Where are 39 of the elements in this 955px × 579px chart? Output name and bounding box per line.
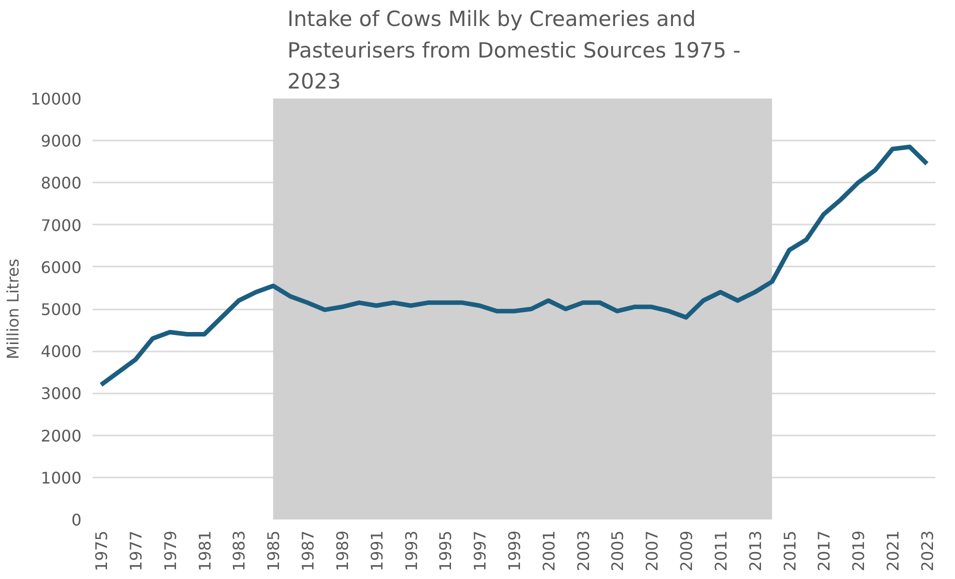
x-tick-label: 2009 bbox=[677, 530, 696, 572]
x-tick-label: 2015 bbox=[780, 530, 800, 572]
x-tick-label: 1995 bbox=[436, 530, 456, 572]
x-tick-label: 2019 bbox=[849, 530, 868, 572]
y-tick-label: 4000 bbox=[40, 342, 82, 362]
x-tick-label: 2001 bbox=[539, 530, 558, 572]
x-tick-label: 2021 bbox=[883, 530, 902, 572]
x-tick-label: 2003 bbox=[574, 530, 593, 572]
x-tick-label: 2005 bbox=[608, 530, 628, 572]
y-tick-label: 9000 bbox=[40, 132, 82, 151]
x-tick-label: 1989 bbox=[332, 530, 352, 572]
x-tick-label: 1993 bbox=[402, 530, 421, 572]
x-tick-label: 1981 bbox=[195, 530, 214, 572]
chart-title: Intake of Cows Milk by Creameries and Pasteurisers from Domestic Sources 1975 - 2023 bbox=[287, 7, 741, 94]
x-tick-label: 1991 bbox=[367, 530, 386, 572]
line-series bbox=[98, 144, 930, 388]
y-tick-label: 5000 bbox=[40, 300, 82, 319]
x-tick-label: 2023 bbox=[918, 530, 937, 572]
y-tick-label: 2000 bbox=[40, 426, 82, 446]
y-tick-label: 6000 bbox=[40, 258, 82, 277]
y-tick-label: 1000 bbox=[40, 468, 82, 488]
y-tick-label: 7000 bbox=[40, 216, 82, 235]
x-tick-label: 1983 bbox=[230, 530, 249, 572]
y-tick-label: 3000 bbox=[40, 384, 82, 404]
x-tick-label: 1979 bbox=[160, 530, 180, 572]
x-tick-label: 1975 bbox=[92, 530, 112, 572]
x-tick-label: 2017 bbox=[814, 530, 834, 572]
x-tick-label: 1977 bbox=[126, 530, 146, 572]
x-tick-label: 2007 bbox=[642, 530, 662, 572]
x-tick-label: 1997 bbox=[470, 530, 490, 572]
x-tick-label: 1999 bbox=[505, 530, 524, 572]
y-axis-title: Million Litres bbox=[4, 258, 23, 360]
y-tick-label: 0 bbox=[71, 510, 82, 530]
x-tick-label: 1985 bbox=[264, 530, 284, 572]
x-tick-label: 2013 bbox=[746, 530, 765, 572]
x-tick-label: 1987 bbox=[298, 530, 318, 572]
y-tick-label: 10000 bbox=[30, 90, 82, 108]
x-tick-label: 2011 bbox=[711, 530, 730, 572]
y-tick-label: 8000 bbox=[40, 174, 82, 193]
